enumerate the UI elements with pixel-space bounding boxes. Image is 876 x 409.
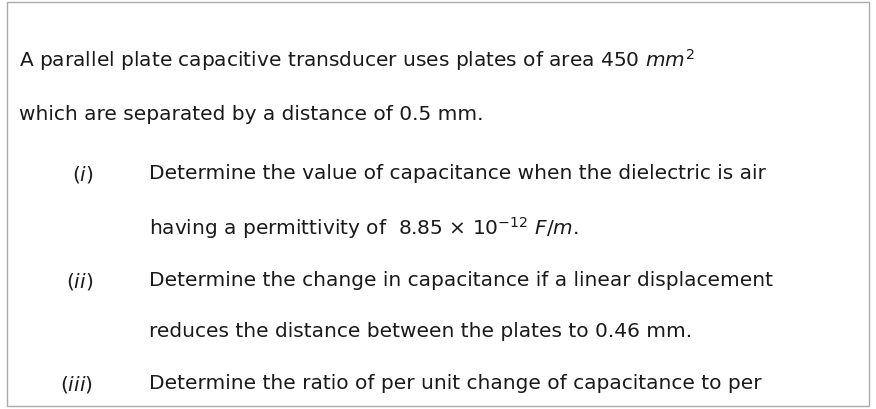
Text: which are separated by a distance of 0.5 mm.: which are separated by a distance of 0.5…: [19, 104, 484, 123]
Text: Determine the change in capacitance if a linear displacement: Determine the change in capacitance if a…: [149, 270, 773, 289]
Text: reduces the distance between the plates to 0.46 mm.: reduces the distance between the plates …: [149, 321, 692, 340]
Text: $(i)$: $(i)$: [72, 164, 94, 184]
Text: Determine the ratio of per unit change of capacitance to per: Determine the ratio of per unit change o…: [149, 373, 761, 392]
Text: having a permittivity of  8.85 $\times$ 10$^{-12}$ $\mathit{F/m}$.: having a permittivity of 8.85 $\times$ 1…: [149, 215, 579, 240]
Text: $(ii)$: $(ii)$: [66, 270, 93, 291]
Text: $(iii)$: $(iii)$: [60, 373, 92, 394]
Text: Determine the value of capacitance when the dielectric is air: Determine the value of capacitance when …: [149, 164, 766, 182]
Text: A parallel plate capacitive transducer uses plates of area 450 $\mathit{mm}^2$: A parallel plate capacitive transducer u…: [19, 47, 695, 73]
